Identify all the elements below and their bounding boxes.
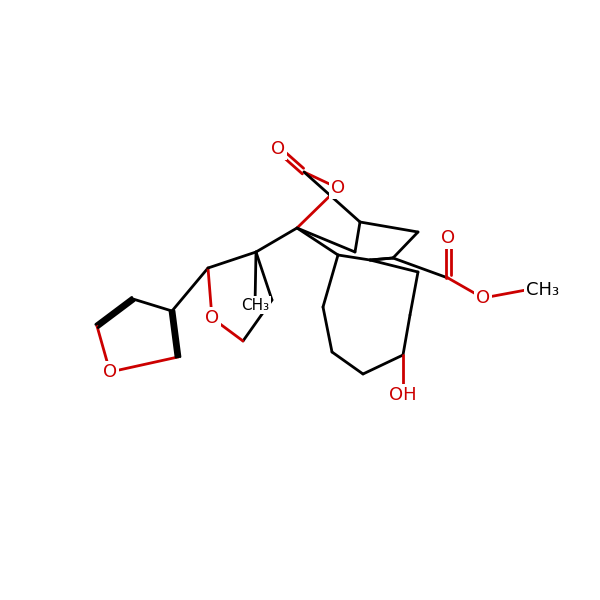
Text: CH₃: CH₃ [241, 298, 269, 313]
Text: O: O [205, 309, 219, 327]
Text: O: O [476, 289, 490, 307]
Text: CH₃: CH₃ [526, 281, 559, 299]
Text: O: O [331, 179, 345, 197]
Text: O: O [441, 229, 455, 247]
Text: OH: OH [389, 386, 417, 404]
Text: O: O [271, 140, 285, 158]
Text: O: O [103, 363, 117, 381]
